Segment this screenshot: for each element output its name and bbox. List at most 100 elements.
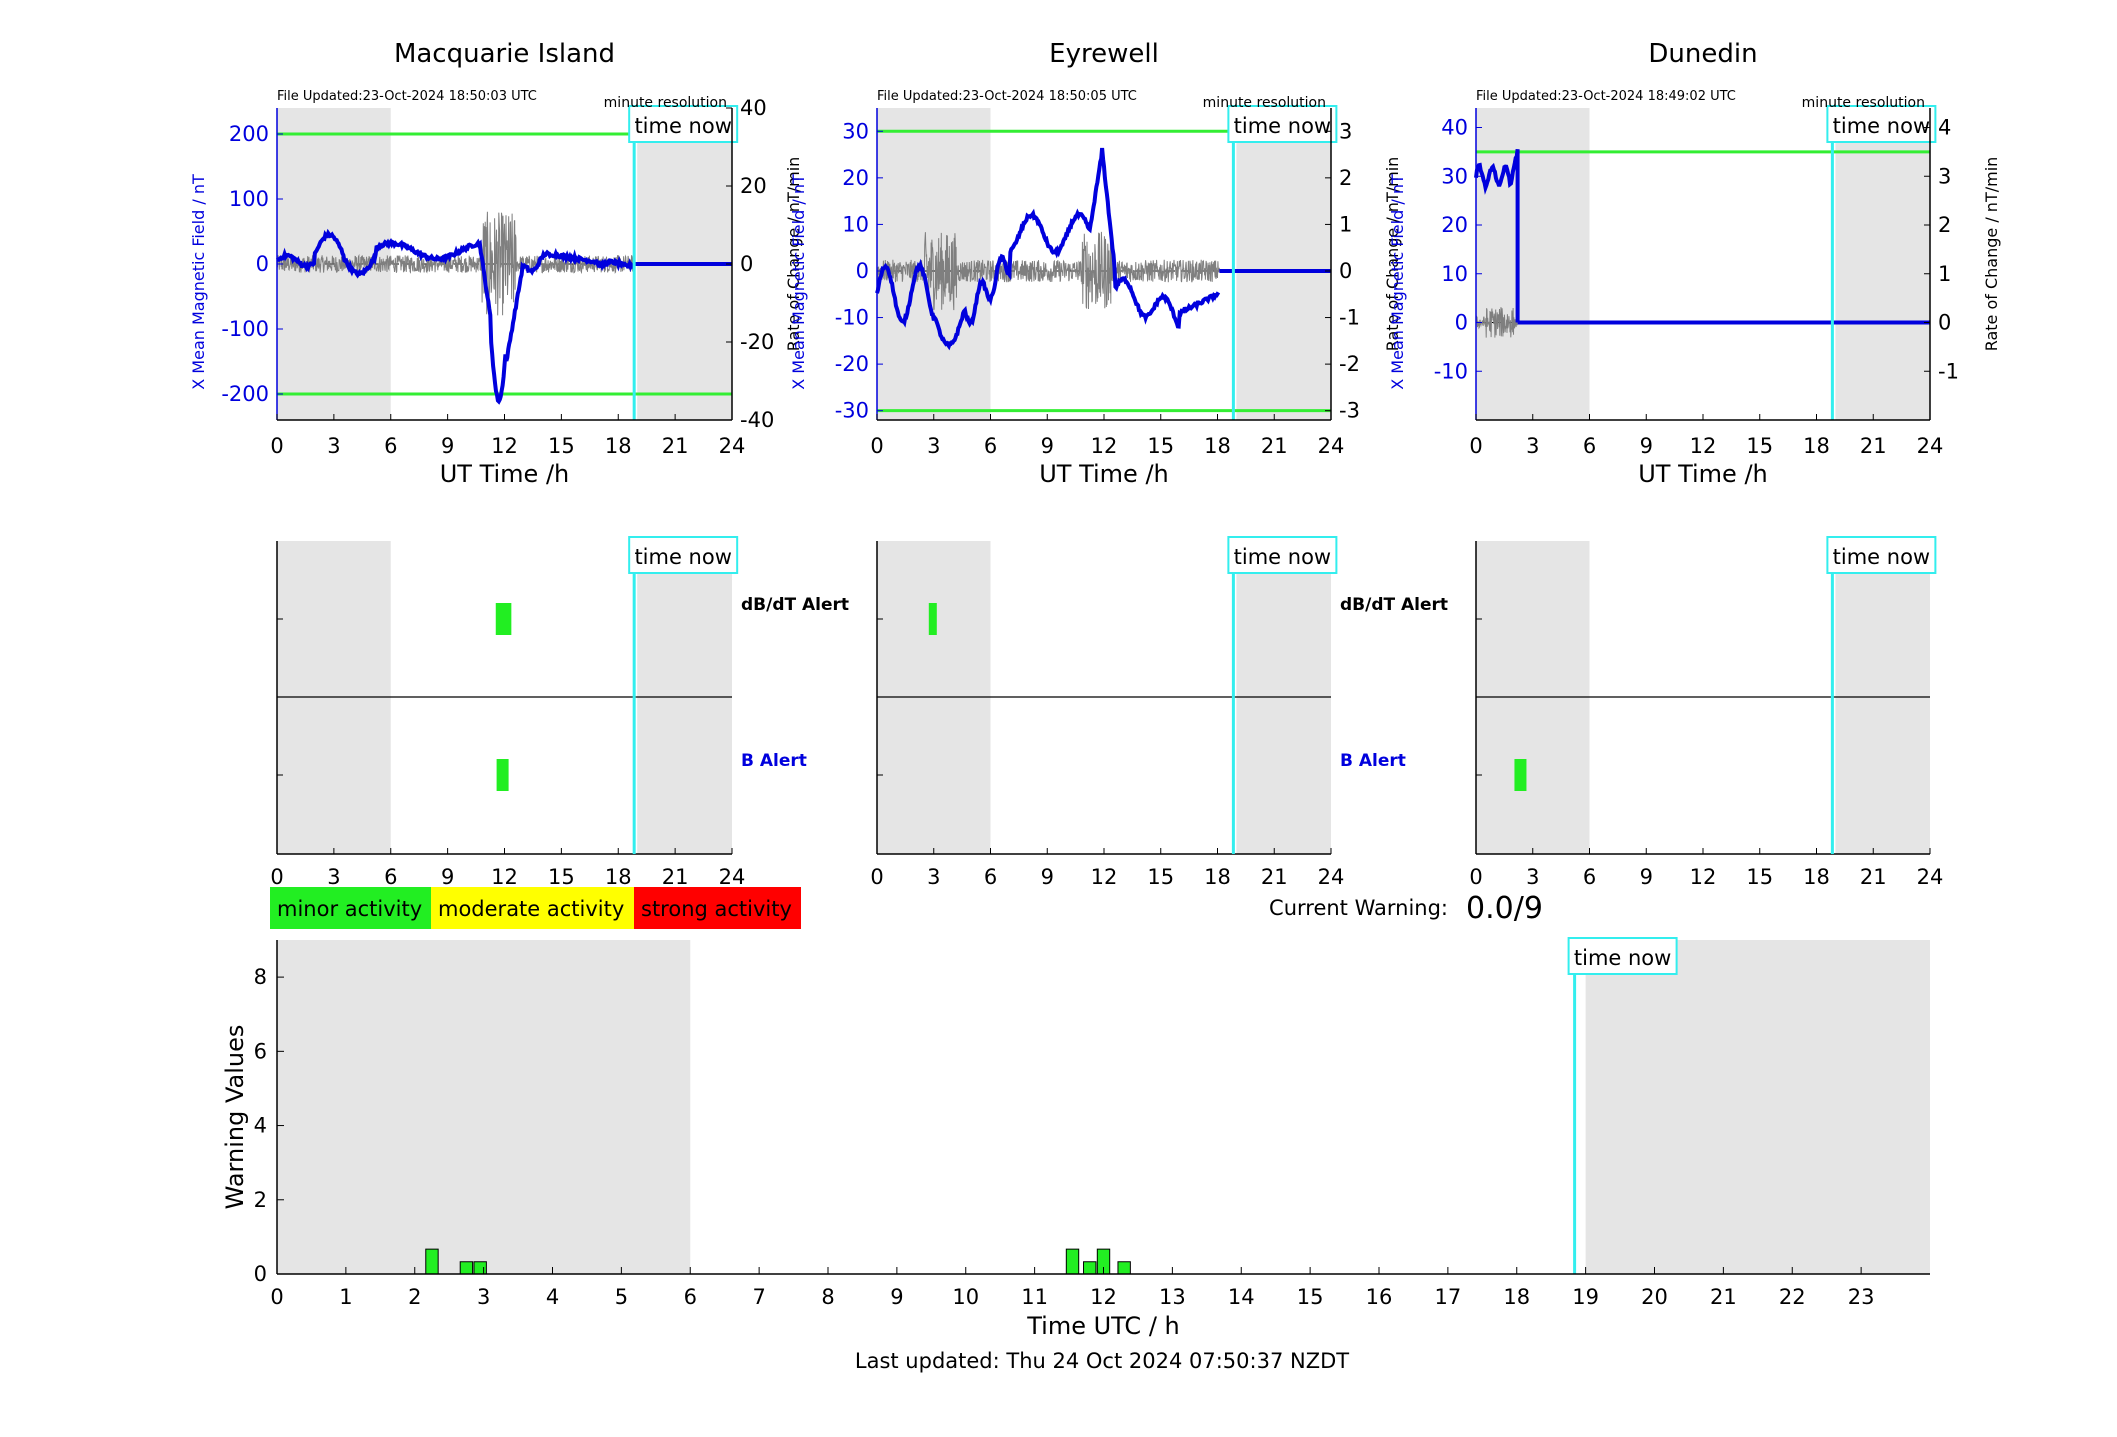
y-tick-label: 4 (254, 1114, 267, 1138)
left-tick-label: 10 (842, 212, 869, 236)
station-panel-2: Dunedin File Updated:23-Oct-2024 18:49:02… (1388, 39, 2001, 488)
legend-label: moderate activity (438, 897, 624, 921)
time-now-box (1227, 105, 1338, 143)
resolution-text: minute resolution (604, 95, 727, 111)
x-tick-label: 0 (270, 1285, 283, 1309)
x-tick-label: 12 (491, 865, 518, 889)
x-tick-label: 13 (1159, 1285, 1186, 1309)
x-tick-label: 6 (984, 865, 997, 889)
station-title: Dunedin (1648, 39, 1757, 69)
x-tick-label: 18 (605, 865, 632, 889)
right-tick-label: -40 (740, 408, 774, 432)
x-field-trace (276, 228, 636, 405)
x-tick-label: 21 (662, 865, 689, 889)
x-field-trace (875, 147, 1221, 351)
left-axis-label: X Mean Magnetic Field / nT (789, 174, 808, 390)
x-tick-label: 23 (1848, 1285, 1875, 1309)
x-tick-label: 15 (1297, 1285, 1324, 1309)
rate-of-change-trace (1475, 307, 1518, 338)
alert-panel-0: time now dB/dT Alert B Alert 0 3 6 9 12 15 18 21 24 (270, 536, 849, 889)
x-tick-label: 15 (548, 434, 575, 458)
file-updated-text: File Updated:23-Oct-2024 18:50:03 UTC (277, 89, 537, 104)
left-tick-label: -20 (835, 352, 869, 376)
x-tick-label: 6 (1583, 865, 1596, 889)
x-tick-label: 24 (1318, 865, 1345, 889)
x-tick-label: 9 (1640, 865, 1653, 889)
x-axis-label: UT Time /h (1039, 460, 1169, 488)
right-tick-label: -1 (1938, 359, 1959, 383)
legend-item-2: strong activity (634, 887, 801, 929)
dbdt-alert-bar (503, 603, 512, 635)
night-shading (1236, 108, 1331, 420)
x-tick-label: 15 (548, 865, 575, 889)
left-axis-label: X Mean Magnetic Field / nT (189, 174, 208, 390)
x-tick-label: 21 (1261, 434, 1288, 458)
left-tick-label: -10 (835, 306, 869, 330)
x-axis-label: Time UTC / h (1026, 1312, 1180, 1340)
last-updated-footer: Last updated: Thu 24 Oct 2024 07:50:37 N… (855, 1349, 1349, 1373)
x-tick-label: 12 (1091, 865, 1118, 889)
x-tick-label: 21 (662, 434, 689, 458)
x-tick-label: 18 (1803, 865, 1830, 889)
time-now-label: time now (634, 114, 731, 138)
x-tick-label: 24 (1318, 434, 1345, 458)
left-axis-label: X Mean Magnetic Field / nT (1388, 174, 1407, 390)
x-tick-label: 2 (408, 1285, 421, 1309)
x-tick-label: 3 (327, 434, 340, 458)
b-alert-label: B Alert (1340, 751, 1406, 771)
left-tick-label: -100 (221, 317, 269, 341)
warning-bar (1117, 1261, 1131, 1275)
b-alert-label: B Alert (741, 751, 807, 771)
x-tick-label: 3 (477, 1285, 490, 1309)
x-tick-label: 9 (1041, 865, 1054, 889)
x-tick-label: 6 (684, 1285, 697, 1309)
x-tick-label: 24 (1917, 434, 1944, 458)
x-tick-label: 11 (1021, 1285, 1048, 1309)
left-tick-label: 100 (229, 187, 269, 211)
dbdt-alert-label: dB/dT Alert (1340, 595, 1448, 615)
right-tick-label: 0 (1938, 311, 1951, 335)
file-updated-text: File Updated:23-Oct-2024 18:50:05 UTC (877, 89, 1137, 104)
x-tick-label: 21 (1860, 434, 1887, 458)
time-now-label: time now (1833, 545, 1930, 569)
x-tick-label: 21 (1860, 865, 1887, 889)
right-tick-label: 40 (740, 96, 767, 120)
x-tick-label: 16 (1366, 1285, 1393, 1309)
legend-label: strong activity (641, 897, 792, 921)
left-tick-label: 40 (1441, 116, 1468, 140)
warning-bar (473, 1261, 487, 1275)
x-tick-label: 12 (1690, 865, 1717, 889)
alert-panel-2: time now 0 3 6 9 12 15 18 21 24 (1469, 536, 1943, 889)
warning-bar (459, 1261, 474, 1275)
right-tick-label: 1 (1938, 262, 1951, 286)
time-now-label: time now (1574, 946, 1671, 970)
x-tick-label: 0 (270, 865, 283, 889)
x-tick-label: 14 (1228, 1285, 1255, 1309)
x-tick-label: 15 (1147, 434, 1174, 458)
y-tick-label: 6 (254, 1039, 267, 1063)
x-tick-label: 19 (1572, 1285, 1599, 1309)
night-shading (1835, 108, 1930, 420)
left-tick-label: 0 (1455, 311, 1468, 335)
legend-label: minor activity (277, 897, 422, 921)
left-tick-label: 30 (842, 119, 869, 143)
dbdt-alert-bar (928, 603, 937, 635)
x-tick-label: 3 (927, 434, 940, 458)
x-tick-label: 15 (1746, 434, 1773, 458)
x-axis-label: UT Time /h (1638, 460, 1768, 488)
left-tick-label: 0 (856, 259, 869, 283)
time-now-box (628, 536, 739, 574)
left-tick-label: 20 (842, 166, 869, 190)
x-tick-label: 18 (1204, 434, 1231, 458)
resolution-text: minute resolution (1802, 95, 1925, 111)
x-tick-label: 12 (491, 434, 518, 458)
x-tick-label: 6 (384, 865, 397, 889)
time-now-label: time now (1234, 114, 1331, 138)
warning-bar (425, 1248, 439, 1275)
x-tick-label: 20 (1641, 1285, 1668, 1309)
time-now-label: time now (1234, 545, 1331, 569)
current-warning-label: Current Warning: (1269, 896, 1448, 920)
right-tick-label: 0 (1339, 259, 1352, 283)
right-axis-label: Rate of Change / nT/min (1383, 157, 1402, 352)
right-tick-label: 0 (740, 252, 753, 276)
